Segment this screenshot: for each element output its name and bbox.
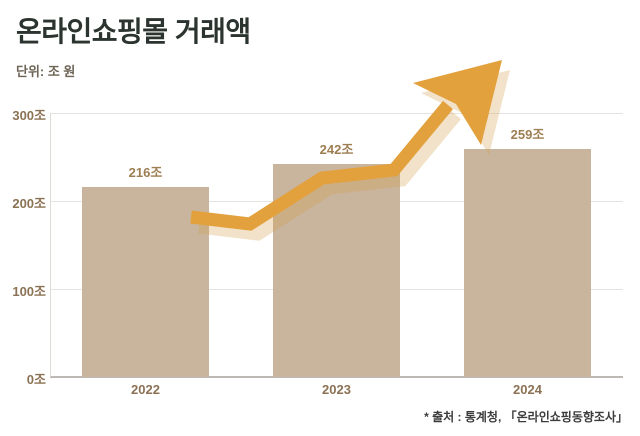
- x-category-label: 2023: [322, 382, 351, 397]
- chart-title: 온라인쇼핑몰 거래액: [16, 16, 251, 47]
- source-note: * 출처 : 통계청, 「온라인쇼핑동향조사」: [424, 410, 628, 424]
- y-tick-label: 200조: [12, 196, 46, 211]
- gridline: [50, 113, 623, 114]
- bar-value-label: 216조: [128, 164, 163, 180]
- x-category-label: 2022: [131, 382, 160, 397]
- y-tick-label: 0조: [26, 372, 46, 387]
- y-tick-label: 100조: [12, 284, 46, 299]
- x-category-label: 2024: [513, 382, 542, 397]
- bar-2022: [82, 186, 209, 377]
- bar-value-label: 259조: [510, 127, 545, 143]
- bar-2024: [464, 149, 591, 377]
- unit-label: 단위: 조 원: [16, 64, 76, 79]
- bar-2023: [273, 164, 400, 377]
- y-axis-line: [50, 113, 51, 377]
- y-tick-label: 300조: [12, 108, 46, 123]
- bar-value-label: 242조: [319, 142, 354, 158]
- x-axis-line: [50, 376, 623, 378]
